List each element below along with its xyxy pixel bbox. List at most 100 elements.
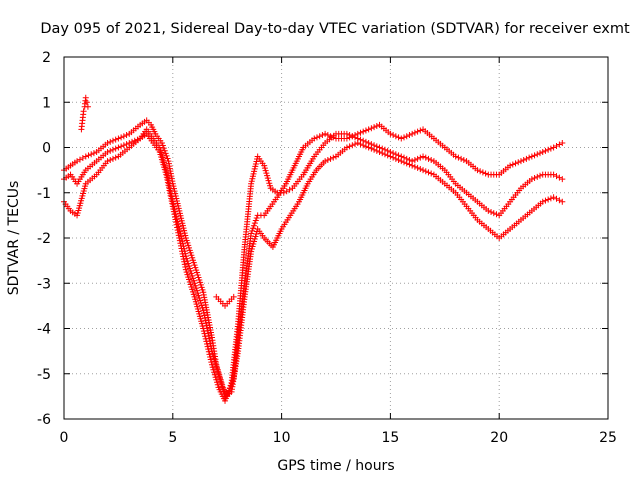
data-point-interp	[401, 154, 407, 161]
data-point-interp	[180, 253, 187, 260]
data-point-interp	[330, 154, 337, 161]
data-point	[222, 397, 229, 404]
data-point-interp	[203, 341, 210, 348]
data-point-interp	[202, 317, 209, 324]
data-point-interp	[173, 221, 180, 228]
data-point-interp	[214, 365, 221, 372]
data-point-interp	[165, 184, 172, 191]
data-point-interp	[85, 152, 92, 159]
data-point-interp	[406, 132, 413, 139]
data-point	[104, 158, 111, 165]
data-point-interp	[264, 175, 271, 182]
data-point-interp	[161, 147, 168, 154]
data-point-interp	[200, 328, 207, 335]
data-point	[163, 171, 170, 178]
data-point-interp	[253, 230, 260, 237]
data-point-interp	[262, 167, 269, 174]
data-point-interp	[176, 237, 183, 244]
y-tick-label: -5	[37, 367, 51, 383]
data-point-interp	[162, 169, 169, 176]
data-point	[343, 130, 350, 137]
data-point-interp	[406, 156, 413, 163]
data-point-interp	[174, 224, 181, 231]
data-point-interp	[251, 238, 258, 245]
data-point-interp	[362, 127, 369, 134]
data-point-interp	[160, 145, 167, 152]
data-point-interp	[265, 177, 272, 184]
data-point-interp	[90, 150, 97, 157]
data-point-interp	[217, 378, 224, 385]
data-point-interp	[88, 151, 95, 158]
x-tick-label: 0	[60, 430, 69, 446]
data-point-interp	[266, 182, 273, 189]
data-point	[507, 162, 514, 169]
data-point-interp	[107, 138, 114, 145]
data-point-interp	[158, 156, 165, 163]
data-point-interp	[213, 376, 220, 383]
data-point-interp	[346, 143, 353, 150]
data-point-interp	[542, 197, 549, 204]
data-point-interp	[171, 211, 178, 218]
data-point-interp	[163, 174, 170, 181]
data-point-interp	[202, 333, 209, 340]
data-point	[420, 167, 427, 174]
data-point-interp	[346, 132, 353, 139]
y-tick-labels: 2 1 0 -1 -2 -3 -4 -5 -6	[37, 50, 51, 428]
x-tick-label: 15	[381, 430, 399, 446]
data-point-interp	[123, 132, 130, 139]
data-point-interp	[167, 192, 174, 199]
data-point-interp	[357, 136, 364, 143]
data-point-interp	[313, 134, 320, 141]
data-point-interp	[214, 368, 221, 375]
data-point-interp	[120, 142, 127, 149]
data-point-interp	[123, 141, 130, 148]
data-point	[528, 153, 535, 160]
data-point	[80, 108, 87, 115]
data-point-interp	[411, 163, 418, 170]
data-point-interp	[222, 395, 229, 402]
data-point-interp	[177, 242, 184, 249]
data-point-interp	[252, 217, 259, 224]
x-tick-labels: 0 5 10 15 20 25	[60, 430, 617, 446]
data-point-interp	[392, 133, 399, 140]
data-point-interp	[428, 170, 435, 177]
data-point-interp	[207, 353, 214, 360]
data-point-interp	[168, 198, 175, 205]
data-point-interp	[324, 132, 331, 139]
data-point	[387, 149, 394, 156]
data-point	[311, 135, 318, 142]
data-point-interp	[414, 128, 421, 135]
data-point-interp	[547, 195, 554, 202]
data-point-interp	[207, 356, 214, 363]
data-point-interp	[207, 343, 214, 350]
data-point-interp	[512, 160, 519, 167]
data-point	[176, 235, 183, 241]
data-point-interp	[180, 256, 187, 263]
data-point	[398, 135, 405, 142]
data-point-interp	[327, 155, 334, 162]
data-point-interp	[167, 190, 174, 197]
data-point-interp	[134, 136, 141, 143]
chart-title: Day 095 of 2021, Sidereal Day-to-day VTE…	[40, 21, 630, 37]
data-point-interp	[392, 151, 399, 158]
data-point-interp	[493, 211, 500, 218]
data-point-interp	[411, 156, 418, 163]
data-point	[104, 149, 111, 156]
data-point-interp	[509, 161, 516, 168]
data-point-interp	[261, 165, 268, 172]
data-point-interp	[209, 364, 216, 371]
data-point-interp	[264, 172, 271, 179]
data-point-interp	[205, 346, 212, 353]
data-point-interp	[537, 150, 543, 157]
data-point-interp	[417, 165, 424, 172]
data-point	[126, 139, 133, 146]
data-point-interp	[112, 136, 119, 143]
data-point-interp	[422, 168, 429, 175]
x-axis-label: GPS time / hours	[277, 458, 394, 474]
data-point-interp	[214, 379, 221, 386]
data-point-interp	[211, 371, 218, 378]
data-point	[115, 135, 122, 142]
data-point-interp	[219, 385, 226, 392]
data-point	[376, 144, 383, 151]
data-point-interp	[211, 358, 218, 365]
